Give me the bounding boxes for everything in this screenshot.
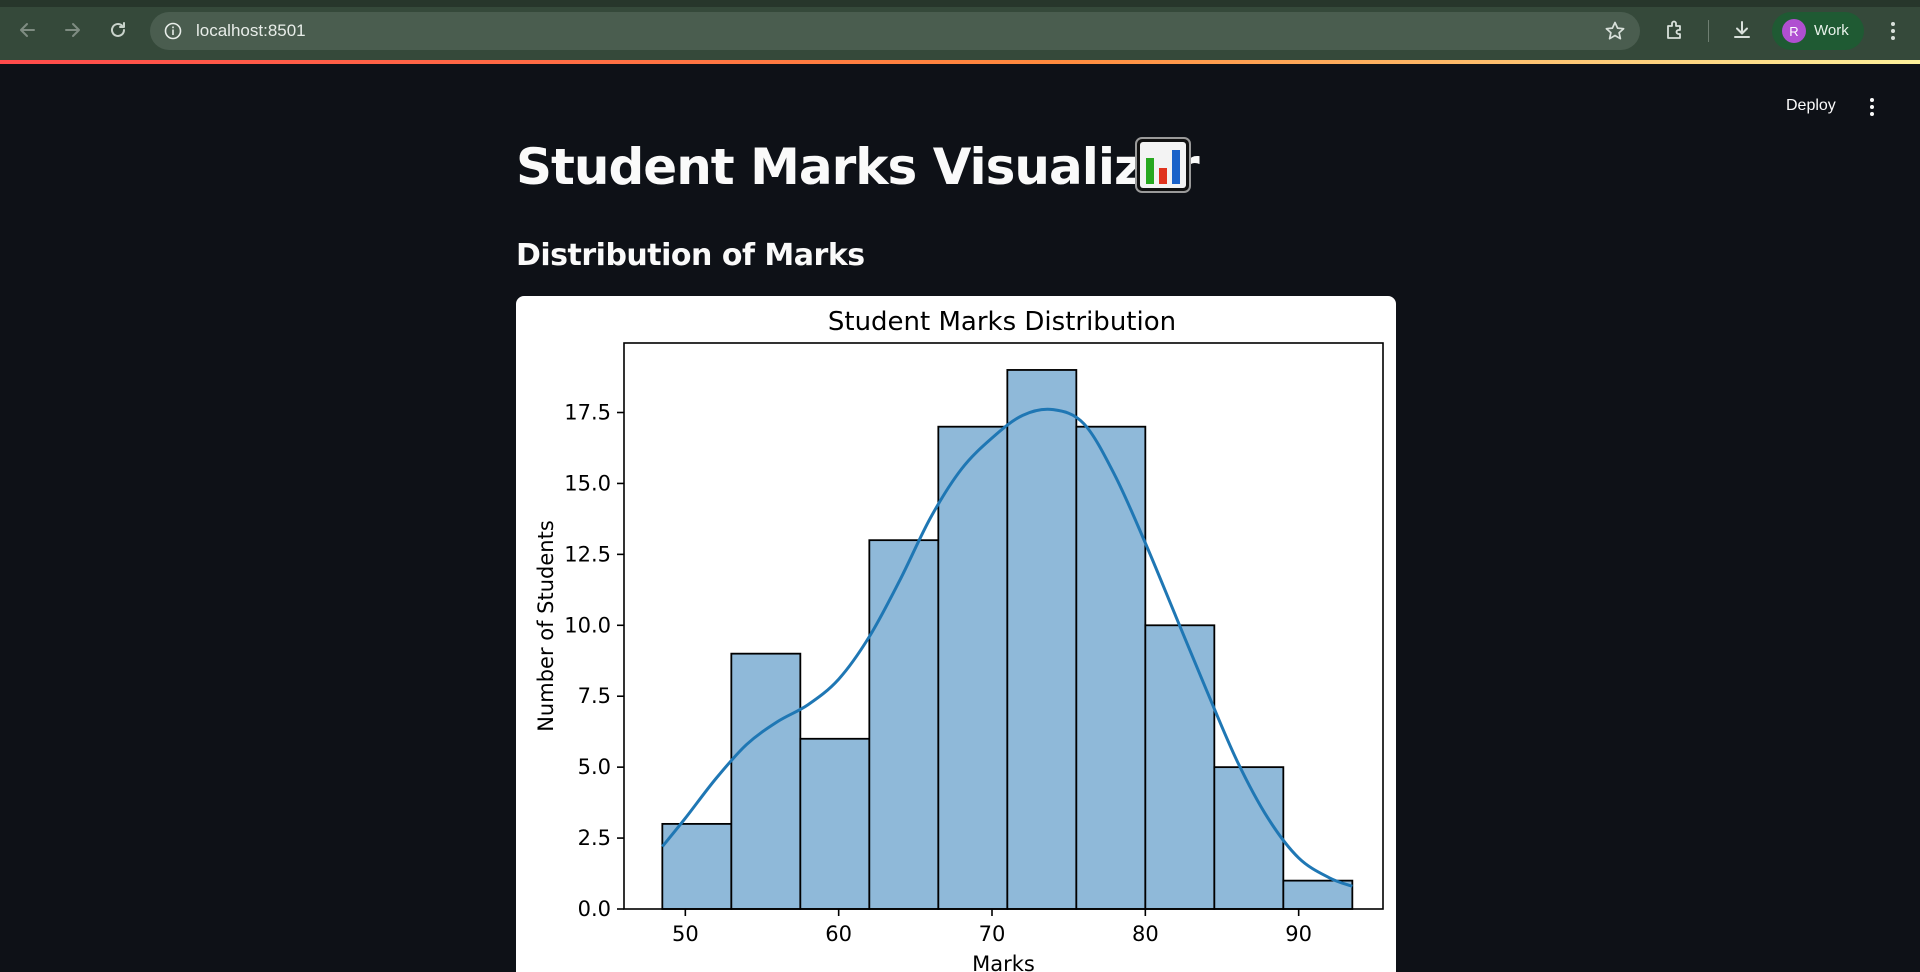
toolbar-divider — [1708, 20, 1709, 42]
reload-icon[interactable] — [102, 14, 134, 46]
bar-chart-icon — [1134, 136, 1192, 194]
profile-chip[interactable]: R Work — [1772, 12, 1864, 50]
x-tick-label: 50 — [672, 922, 699, 946]
histogram-bar — [1213, 766, 1285, 910]
histogram-bar — [799, 737, 871, 910]
address-bar[interactable]: localhost:8501 — [150, 12, 1640, 50]
page-title: Student Marks Visualizer — [516, 138, 1200, 196]
download-icon[interactable] — [1728, 16, 1756, 44]
extensions-icon[interactable] — [1662, 16, 1690, 44]
browser-menu-icon[interactable] — [1880, 16, 1906, 46]
profile-name: Work — [1814, 22, 1849, 39]
histogram-bar — [1075, 425, 1147, 910]
y-tick-label: 2.5 — [578, 826, 611, 850]
kde-line — [661, 407, 1353, 888]
y-tick-label: 10.0 — [564, 613, 611, 637]
chart-svg: Student Marks Distribution 50 60 70 80 90 0.0… — [534, 307, 1384, 972]
tab-strip — [0, 0, 1920, 7]
histogram-bar — [868, 539, 940, 910]
url-text[interactable]: localhost:8501 — [196, 21, 306, 40]
y-tick-label: 12.5 — [564, 542, 611, 566]
histogram-bar — [661, 822, 733, 910]
chart-title: Student Marks Distribution — [828, 307, 1176, 337]
site-info-icon[interactable] — [160, 18, 186, 44]
histogram-bar — [1144, 624, 1216, 910]
x-tick-label: 90 — [1285, 922, 1312, 946]
y-tick-label: 15.0 — [564, 471, 611, 495]
back-icon[interactable] — [12, 14, 44, 46]
y-axis-label: Number of Students — [534, 520, 558, 732]
ticks-layer: 50 60 70 80 90 0.0 2.5 5.0 7.5 10.0 12.5 15.0 17.5 — [564, 401, 1312, 946]
x-tick-label: 70 — [979, 922, 1006, 946]
forward-icon[interactable] — [56, 14, 88, 46]
histogram-bar — [937, 425, 1009, 910]
app-menu-icon[interactable] — [1858, 92, 1886, 122]
deploy-button[interactable]: Deploy — [1786, 97, 1836, 114]
histogram-bar — [1282, 879, 1354, 910]
y-tick-label: 5.0 — [578, 755, 611, 779]
avatar: R — [1782, 19, 1806, 43]
x-axis-label: Marks — [972, 952, 1035, 972]
x-tick-label: 60 — [825, 922, 852, 946]
section-heading: Distribution of Marks — [516, 238, 865, 273]
histogram-bar — [1006, 369, 1078, 910]
x-tick-label: 80 — [1132, 922, 1159, 946]
browser-toolbar: localhost:8501 R Work — [0, 0, 1920, 60]
y-tick-label: 17.5 — [564, 401, 611, 425]
histogram-chart: Student Marks Distribution 50 60 70 80 90 0.0… — [516, 296, 1396, 972]
histogram-bar — [730, 652, 802, 910]
bookmark-star-icon[interactable] — [1604, 20, 1626, 42]
bars-layer — [661, 369, 1354, 910]
y-tick-label: 0.0 — [578, 897, 611, 921]
y-tick-label: 7.5 — [578, 684, 611, 708]
page-loading-bar — [0, 60, 1920, 64]
